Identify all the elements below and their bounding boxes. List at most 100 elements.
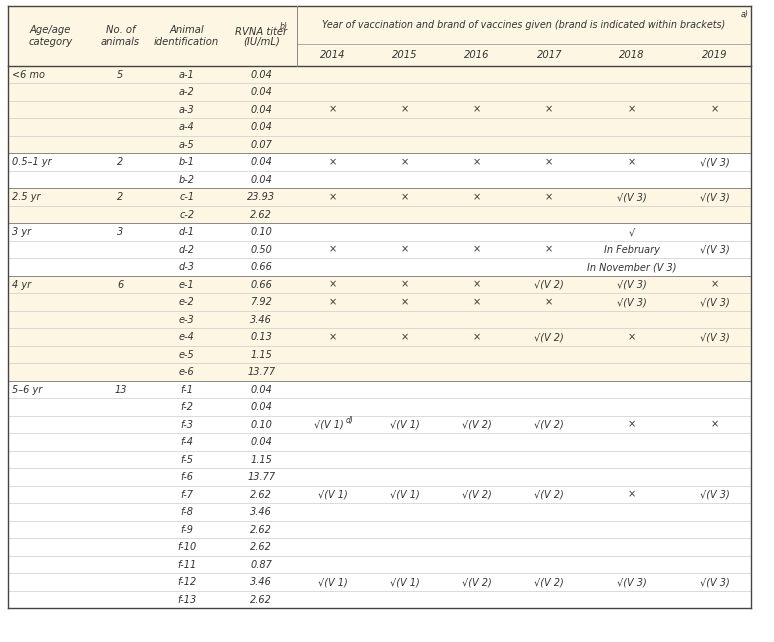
Text: ×: × — [401, 245, 409, 255]
Text: √(V 2): √(V 2) — [534, 577, 564, 587]
Text: 2014: 2014 — [320, 50, 346, 60]
Text: ×: × — [329, 105, 337, 115]
Text: ×: × — [711, 105, 719, 115]
Text: √(V 3): √(V 3) — [617, 192, 647, 202]
Text: ×: × — [711, 280, 719, 290]
Text: 0.04: 0.04 — [251, 403, 272, 412]
Text: f-9: f-9 — [180, 525, 194, 535]
Text: e-2: e-2 — [179, 297, 194, 308]
Text: 2017: 2017 — [536, 50, 562, 60]
Text: √(V 3): √(V 3) — [700, 297, 730, 308]
Text: f-13: f-13 — [177, 594, 197, 605]
Text: ×: × — [628, 420, 636, 429]
Text: ×: × — [473, 157, 481, 168]
Text: ×: × — [545, 157, 553, 168]
Text: √(V 1): √(V 1) — [390, 420, 420, 429]
Text: 2.62: 2.62 — [251, 490, 272, 499]
Bar — [8, 66, 751, 153]
Bar — [8, 381, 751, 609]
Text: 2: 2 — [117, 192, 123, 202]
Text: a-3: a-3 — [179, 105, 194, 115]
Text: a-5: a-5 — [179, 140, 194, 150]
Text: e-1: e-1 — [179, 280, 194, 290]
Text: 1.15: 1.15 — [251, 455, 272, 465]
Bar — [8, 223, 751, 276]
Text: 2.62: 2.62 — [251, 210, 272, 220]
Text: 0.50: 0.50 — [251, 245, 272, 255]
Text: ×: × — [401, 105, 409, 115]
Bar — [8, 153, 751, 189]
Text: Year of vaccination and brand of vaccines given (brand is indicated within brack: Year of vaccination and brand of vaccine… — [323, 20, 726, 30]
Text: f-10: f-10 — [177, 542, 197, 552]
Text: 4 yr: 4 yr — [12, 280, 31, 290]
Text: 23.93: 23.93 — [248, 192, 276, 202]
Text: Animal
identification: Animal identification — [154, 25, 219, 47]
Text: √(V 3): √(V 3) — [700, 157, 730, 168]
Text: 0.04: 0.04 — [251, 175, 272, 185]
Text: 2.62: 2.62 — [251, 594, 272, 605]
Text: 7.92: 7.92 — [251, 297, 272, 308]
Text: b-1: b-1 — [179, 157, 195, 168]
Text: ×: × — [628, 105, 636, 115]
Text: e-3: e-3 — [179, 315, 194, 325]
Text: e-6: e-6 — [179, 367, 194, 377]
Text: √(V 3): √(V 3) — [700, 490, 730, 499]
Text: √(V 3): √(V 3) — [617, 297, 647, 308]
Text: No. of
animals: No. of animals — [101, 25, 140, 47]
Text: ×: × — [329, 245, 337, 255]
Text: √(V 1): √(V 1) — [390, 490, 420, 499]
Text: ×: × — [628, 490, 636, 499]
Text: e-4: e-4 — [179, 333, 194, 342]
Text: f-7: f-7 — [180, 490, 194, 499]
Text: √(V 1): √(V 1) — [390, 577, 420, 587]
Text: 0.04: 0.04 — [251, 437, 272, 447]
Text: ×: × — [473, 333, 481, 342]
Text: 3 yr: 3 yr — [12, 227, 31, 238]
Text: √(V 3): √(V 3) — [700, 192, 730, 202]
Text: 0.5–1 yr: 0.5–1 yr — [12, 157, 51, 168]
Text: ×: × — [545, 245, 553, 255]
Text: f-1: f-1 — [180, 385, 194, 395]
Text: ×: × — [401, 157, 409, 168]
Text: ×: × — [473, 297, 481, 308]
Text: ×: × — [329, 297, 337, 308]
Text: a-4: a-4 — [179, 122, 194, 132]
Text: a): a) — [741, 10, 749, 19]
Text: e-5: e-5 — [179, 350, 194, 360]
Text: 13.77: 13.77 — [248, 367, 276, 377]
Text: 5–6 yr: 5–6 yr — [12, 385, 42, 395]
Text: 2.5 yr: 2.5 yr — [12, 192, 40, 202]
Text: √(V 3): √(V 3) — [700, 333, 730, 342]
Text: 2.62: 2.62 — [251, 542, 272, 552]
Text: b-2: b-2 — [179, 175, 195, 185]
Text: ×: × — [401, 297, 409, 308]
Text: 2016: 2016 — [464, 50, 490, 60]
Text: 0.87: 0.87 — [251, 560, 272, 569]
Text: c-2: c-2 — [179, 210, 194, 220]
Text: 0.13: 0.13 — [251, 333, 272, 342]
Text: 6: 6 — [117, 280, 123, 290]
Text: ×: × — [545, 105, 553, 115]
Text: ×: × — [401, 333, 409, 342]
Text: 3.46: 3.46 — [251, 315, 272, 325]
Text: 0.04: 0.04 — [251, 105, 272, 115]
Text: √(V 2): √(V 2) — [462, 420, 492, 429]
Text: √(V 1): √(V 1) — [318, 490, 348, 499]
Text: 13: 13 — [114, 385, 126, 395]
Text: (IU/mL): (IU/mL) — [243, 37, 280, 47]
Text: √(V 1): √(V 1) — [318, 577, 348, 587]
Text: ×: × — [473, 192, 481, 202]
Text: ×: × — [329, 280, 337, 290]
Text: RVNA titer: RVNA titer — [235, 27, 287, 37]
Text: 13.77: 13.77 — [248, 473, 276, 482]
Text: 2.62: 2.62 — [251, 525, 272, 535]
Text: 1.15: 1.15 — [251, 350, 272, 360]
Text: ×: × — [473, 105, 481, 115]
Text: ×: × — [329, 192, 337, 202]
Text: d-3: d-3 — [179, 262, 195, 272]
Text: ×: × — [401, 192, 409, 202]
Bar — [8, 276, 751, 381]
Text: ×: × — [711, 420, 719, 429]
Text: 0.04: 0.04 — [251, 70, 272, 80]
Text: d-2: d-2 — [179, 245, 195, 255]
